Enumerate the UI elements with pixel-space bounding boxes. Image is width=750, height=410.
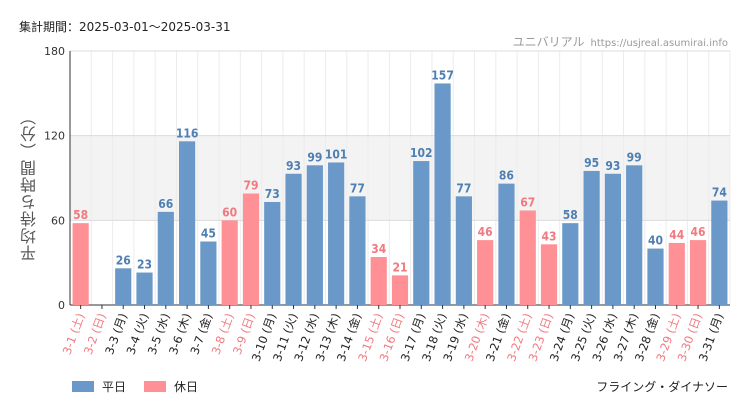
value-label: 58 [563,208,578,222]
value-label: 116 [176,126,199,140]
value-label: 77 [350,181,365,195]
value-label: 45 [201,227,216,241]
legend-item-holiday[interactable]: 休日 [144,378,198,395]
legend: 平日 休日 [72,378,216,395]
value-label: 43 [542,229,557,243]
legend-label-weekday: 平日 [102,380,127,394]
bar-3-12 (水) [306,165,323,305]
value-label: 99 [627,150,642,164]
value-label: 86 [499,169,514,183]
bar-3-4 (火) [136,272,153,305]
value-label: 102 [410,146,433,160]
value-label: 26 [116,253,131,267]
bar-3-9 (日) [242,193,260,305]
value-label: 66 [158,197,173,211]
value-label: 40 [648,234,663,248]
bar-3-15 (土) [370,257,387,305]
value-label: 79 [243,179,258,193]
attraction-name: フライング・ダイナソー [596,380,728,394]
bar-3-11 (火) [285,173,302,305]
bar-3-29 (土) [668,242,685,305]
value-label: 60 [222,205,237,219]
bar-3-30 (日) [689,240,707,305]
y-tick-label: 60 [51,214,65,227]
value-label: 95 [584,156,599,170]
value-label: 21 [392,260,407,274]
value-label: 93 [605,159,620,173]
legend-label-holiday: 休日 [174,380,199,394]
bar-3-13 (木) [328,162,345,305]
site-credit: ユニバリアル https://usjreal.asumirai.info [513,33,728,50]
bar-3-18 (火) [434,83,451,305]
value-label: 34 [371,242,387,256]
bar-3-1 (土) [72,223,89,305]
bar-3-23 (日) [540,244,558,305]
site-url[interactable]: https://usjreal.asumirai.info [590,38,728,49]
bar-3-3 (月) [115,268,132,305]
legend-item-weekday[interactable]: 平日 [72,378,126,395]
bar-3-27 (木) [626,165,643,305]
bar-3-19 (水) [455,196,472,305]
bar-3-16 (日) [391,275,409,305]
bar-3-17 (月) [413,161,430,305]
bar-3-25 (火) [583,170,600,305]
value-label: 73 [265,187,280,201]
bar-3-6 (木) [179,141,196,305]
bar-3-20 (木) [477,240,494,305]
bar-3-26 (水) [604,173,621,305]
y-tick-label: 120 [44,130,65,143]
bar-3-28 (金) [647,248,664,305]
value-label: 74 [712,186,728,200]
bar-3-5 (水) [157,211,174,305]
value-label: 23 [137,258,152,272]
value-label: 77 [456,181,471,195]
value-label: 157 [431,68,454,82]
legend-swatch-holiday [144,381,167,392]
bar-3-24 (月) [562,223,579,305]
y-tick-label: 180 [44,45,65,58]
bar-3-22 (土) [519,210,536,305]
bar-3-31 (月) [711,200,728,305]
value-label: 67 [520,195,535,209]
value-label: 93 [286,159,301,173]
value-label: 46 [478,225,493,239]
bar-3-21 (金) [498,183,515,305]
bar-3-10 (月) [264,201,281,305]
value-label: 46 [691,225,706,239]
bar-3-14 (金) [349,196,366,305]
park-name: ユニバリアル [512,35,585,49]
value-label: 101 [325,147,348,161]
legend-swatch-weekday [72,381,94,392]
value-label: 58 [73,208,88,222]
period-label: 集計期間：2025-03-01～2025-03-31 [19,20,231,34]
bar-3-8 (土) [221,220,238,305]
value-label: 99 [307,150,322,164]
bar-3-7 (金) [200,241,217,305]
y-tick-label: 0 [58,299,65,312]
value-label: 44 [669,228,685,242]
